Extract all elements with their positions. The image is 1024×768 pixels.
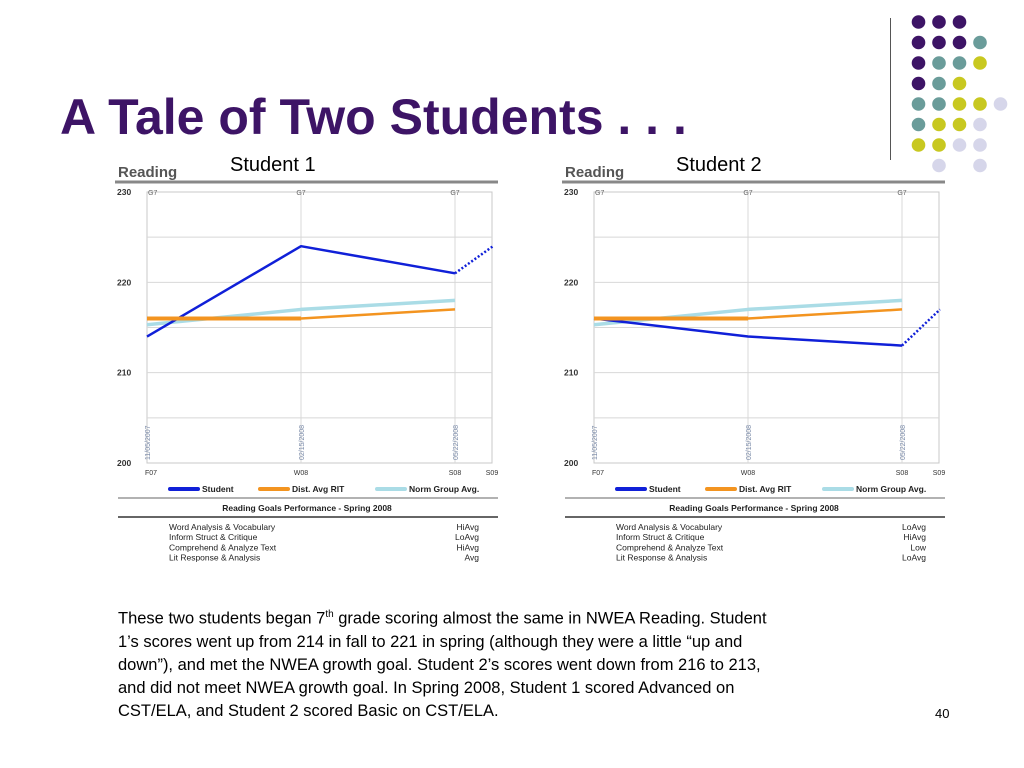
desc-line-1: These two students began 7th grade scori… xyxy=(118,609,767,628)
student2-label: Student 2 xyxy=(676,154,762,176)
page-number: 40 xyxy=(935,706,950,721)
decorative-dot xyxy=(952,15,967,29)
test-date-label: 02/15/2008 xyxy=(746,425,753,460)
legend-label: Norm Group Avg. xyxy=(409,484,479,494)
test-date-label: 02/15/2008 xyxy=(299,425,306,460)
decorative-dot xyxy=(932,76,946,91)
decorative-dot xyxy=(911,35,926,50)
student1-label: Student 1 xyxy=(230,154,316,176)
decorative-dot xyxy=(952,97,967,111)
test-date-label: 05/22/2008 xyxy=(900,425,907,460)
grade-label: G7 xyxy=(595,190,604,197)
decorative-dot xyxy=(911,76,926,91)
y-tick-label: 200 xyxy=(117,458,131,468)
decorative-dot xyxy=(973,56,987,70)
y-tick-label: 230 xyxy=(117,187,131,197)
goal-level: Low xyxy=(910,542,926,552)
x-tick-label: F07 xyxy=(145,470,157,477)
decorative-dot xyxy=(973,138,987,152)
student1-reading-chart: Reading 230 220 210 200 G7 G7 G7 F07 W08 S08 S09 11/… xyxy=(115,164,499,563)
decorative-dot xyxy=(973,97,987,111)
goal-name: Inform Struct & Critique xyxy=(169,532,258,542)
goal-name: Lit Response & Analysis xyxy=(616,553,707,563)
legend-label: Dist. Avg RIT xyxy=(739,484,792,494)
student2-reading-chart: Reading 230 220 210 200 G7 G7 G7 F07 W08 S08 S09 11/… xyxy=(562,164,946,563)
decorative-dot xyxy=(911,117,926,132)
desc-line-4: and did not meet NWEA growth goal. In Sp… xyxy=(118,678,735,697)
decorative-dot xyxy=(932,35,946,50)
x-tick-label: S08 xyxy=(449,470,462,477)
decorative-dot xyxy=(911,97,926,111)
goal-level: LoAvg xyxy=(455,532,479,542)
grade-label: G7 xyxy=(148,190,157,197)
test-date-label: 11/05/2007 xyxy=(592,425,599,460)
slide-title: A Tale of Two Students . . . xyxy=(60,89,687,145)
goal-name: Comprehend & Analyze Text xyxy=(169,542,277,552)
y-tick-label: 210 xyxy=(564,368,578,378)
decorative-dot xyxy=(973,35,987,50)
goals-title: Reading Goals Performance - Spring 2008 xyxy=(222,503,392,513)
x-tick-label: S09 xyxy=(486,470,499,477)
student-projection-line xyxy=(901,308,941,347)
decorative-dot xyxy=(932,56,946,70)
desc-line-2: 1’s scores went up from 214 in fall to 2… xyxy=(118,632,743,651)
y-tick-label: 220 xyxy=(117,277,131,287)
goal-level: HiAvg xyxy=(456,542,479,552)
decorative-dot xyxy=(952,35,967,50)
grade-label: G7 xyxy=(450,190,459,197)
decorative-dot xyxy=(973,117,987,132)
decorative-dot xyxy=(952,76,967,91)
decorative-dot xyxy=(932,117,946,132)
goal-name: Word Analysis & Vocabulary xyxy=(616,522,723,532)
chart-title: Reading xyxy=(565,164,624,181)
decorative-dot xyxy=(932,15,946,29)
decorative-dot xyxy=(952,117,967,132)
grade-label: G7 xyxy=(897,190,906,197)
series-line-0 xyxy=(593,317,903,347)
desc-line-3: down”), and met the NWEA growth goal. St… xyxy=(118,655,761,674)
grade-label: G7 xyxy=(743,190,752,197)
goal-level: LoAvg xyxy=(902,553,926,563)
goal-level: Avg xyxy=(465,553,480,563)
decorative-dot xyxy=(973,158,987,173)
goal-level: HiAvg xyxy=(903,532,926,542)
decorative-dot xyxy=(952,56,967,70)
decorative-dot xyxy=(911,15,926,29)
decorative-dot xyxy=(911,56,926,70)
x-tick-label: F07 xyxy=(592,470,604,477)
x-tick-label: S09 xyxy=(933,470,946,477)
test-date-label: 05/22/2008 xyxy=(453,425,460,460)
decorative-dot xyxy=(952,138,967,152)
y-tick-label: 210 xyxy=(117,368,131,378)
x-tick-label: W08 xyxy=(741,470,756,477)
desc-line-5: CST/ELA, and Student 2 scored Basic on C… xyxy=(118,701,499,720)
y-tick-label: 220 xyxy=(564,277,578,287)
test-date-label: 11/05/2007 xyxy=(145,425,152,460)
goal-name: Comprehend & Analyze Text xyxy=(616,542,724,552)
student-projection-line xyxy=(454,245,494,275)
legend-label: Student xyxy=(202,484,234,494)
legend-label: Student xyxy=(649,484,681,494)
goal-name: Inform Struct & Critique xyxy=(616,532,705,542)
grade-label: G7 xyxy=(296,190,305,197)
series-line-0 xyxy=(146,244,456,338)
decorative-dot xyxy=(932,97,946,111)
chart-title: Reading xyxy=(118,164,177,181)
y-tick-label: 200 xyxy=(564,458,578,468)
description-text: These two students began 7th grade scori… xyxy=(118,603,918,723)
legend-label: Norm Group Avg. xyxy=(856,484,926,494)
goal-name: Lit Response & Analysis xyxy=(169,553,260,563)
goal-level: LoAvg xyxy=(902,522,926,532)
goal-name: Word Analysis & Vocabulary xyxy=(169,522,276,532)
decorative-divider xyxy=(890,18,891,160)
y-tick-label: 230 xyxy=(564,187,578,197)
x-tick-label: W08 xyxy=(294,470,309,477)
x-tick-label: S08 xyxy=(896,470,909,477)
legend-label: Dist. Avg RIT xyxy=(292,484,345,494)
goals-title: Reading Goals Performance - Spring 2008 xyxy=(669,503,839,513)
decorative-dot xyxy=(993,97,1008,111)
goal-level: HiAvg xyxy=(456,522,479,532)
